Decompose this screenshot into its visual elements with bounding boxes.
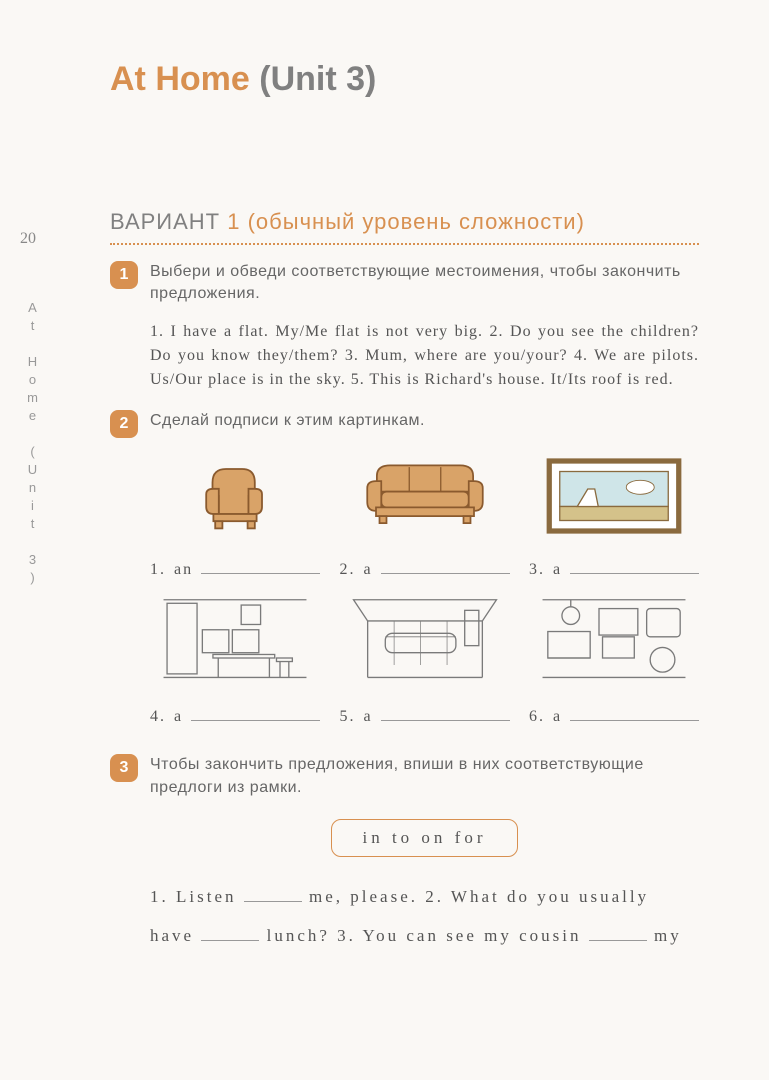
answer-line: 4. a — [150, 705, 320, 726]
armchair-icon — [160, 446, 310, 546]
picture-frame-icon — [539, 446, 689, 546]
sofa-icon — [350, 446, 500, 546]
variant-subtitle: (обычный уровень сложности) — [248, 209, 585, 234]
variant-heading: ВАРИАНТ 1 (обычный уровень сложности) — [110, 209, 699, 235]
answer-line: 6. a — [529, 705, 699, 726]
answer-line: 3. a — [529, 558, 699, 579]
pictures-row-2: 4. a — [150, 593, 699, 726]
task-text: 1. I have a flat. My/Me flat is not very… — [150, 320, 699, 392]
task-badge: 1 — [110, 261, 138, 289]
task-badge: 2 — [110, 410, 138, 438]
unit-title: At Home (Unit 3) — [110, 60, 699, 99]
task-2: 2 Сделай подписи к этим картинкам. — [110, 410, 699, 736]
picture-cell: 1. an — [150, 446, 320, 579]
page-number: 20 — [20, 230, 36, 248]
picture-cell: 4. a — [150, 593, 320, 726]
task-1: 1 Выбери и обведи соответствующие местои… — [110, 261, 699, 392]
pictures-row-1: 1. an — [150, 446, 699, 579]
sidebar-label: At Home (Unit 3) — [25, 300, 40, 588]
livingroom-icon — [539, 593, 689, 693]
picture-cell: 5. a — [340, 593, 510, 726]
picture-cell: 3. a — [529, 446, 699, 579]
variant-label: ВАРИАНТ — [110, 209, 220, 234]
picture-cell: 6. a — [529, 593, 699, 726]
task-instruction: Выбери и обведи соответствующие местоиме… — [150, 261, 699, 306]
title-paren: (Unit 3) — [259, 60, 376, 98]
title-accent: At Home — [110, 60, 250, 98]
kitchen-icon — [160, 593, 310, 693]
dotted-divider — [110, 243, 699, 245]
task-3: 3 Чтобы закончить предложения, впиши в н… — [110, 754, 699, 955]
answer-line: 5. a — [340, 705, 510, 726]
preposition-box: in to on for — [331, 819, 517, 857]
task-instruction: Чтобы закончить предложения, впиши в них… — [150, 754, 699, 799]
task-instruction: Сделай подписи к этим картинкам. — [150, 410, 699, 432]
task-badge: 3 — [110, 754, 138, 782]
bathroom-icon — [350, 593, 500, 693]
page-content: At Home (Unit 3) ВАРИАНТ 1 (обычный уров… — [0, 0, 769, 1013]
answer-line: 2. a — [340, 558, 510, 579]
fill-text: 1. Listen me, please. 2. What do you usu… — [150, 877, 699, 955]
answer-line: 1. an — [150, 558, 320, 579]
picture-cell: 2. a — [340, 446, 510, 579]
variant-number: 1 — [227, 209, 240, 234]
